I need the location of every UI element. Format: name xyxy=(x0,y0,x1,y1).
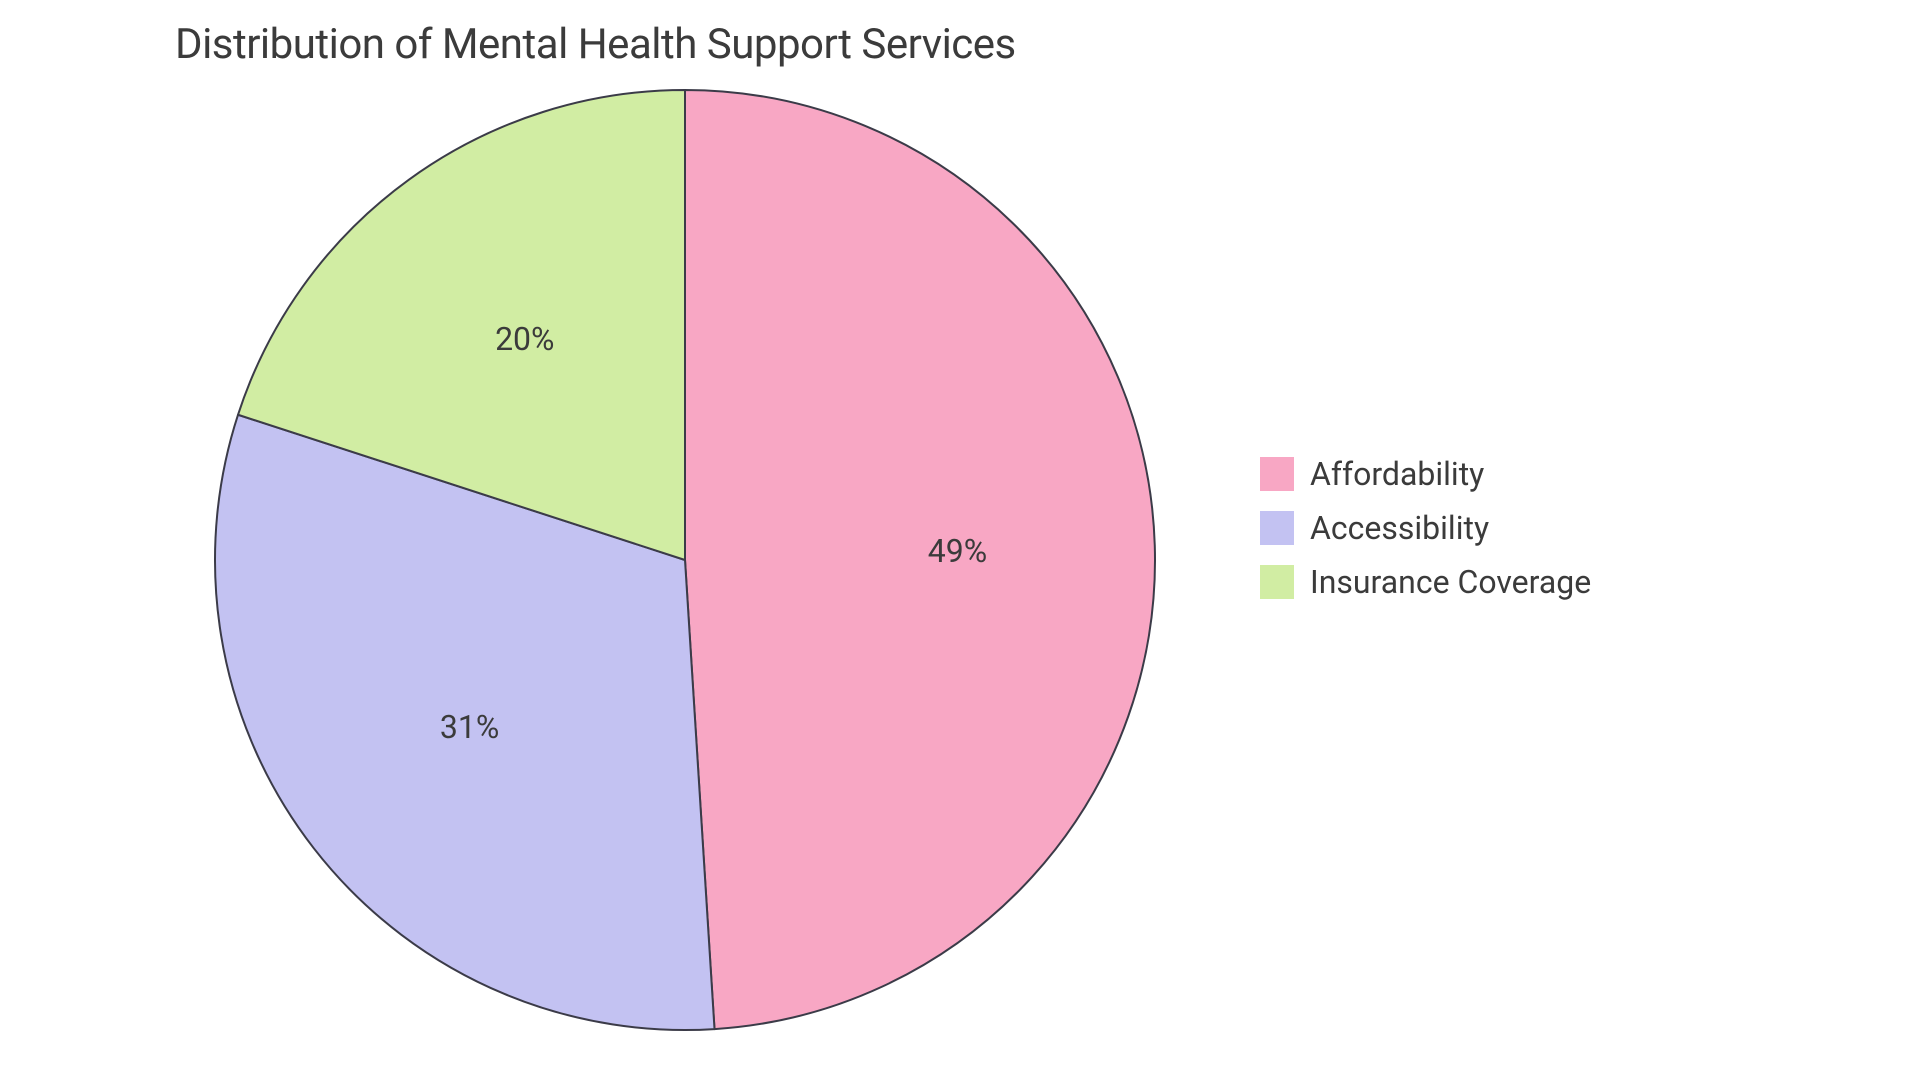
legend-label: Insurance Coverage xyxy=(1310,563,1591,601)
legend-item: Accessibility xyxy=(1260,509,1591,547)
pie-slice xyxy=(685,90,1155,1029)
legend: Affordability Accessibility Insurance Cove… xyxy=(1260,455,1591,601)
legend-label: Affordability xyxy=(1310,455,1484,493)
legend-swatch xyxy=(1260,457,1294,491)
legend-item: Insurance Coverage xyxy=(1260,563,1591,601)
pie-chart: 49%31%20% xyxy=(210,85,1160,1039)
chart-title: Distribution of Mental Health Support Se… xyxy=(175,20,1016,69)
legend-swatch xyxy=(1260,565,1294,599)
legend-label: Accessibility xyxy=(1310,509,1489,547)
legend-item: Affordability xyxy=(1260,455,1591,493)
pie-chart-container: Distribution of Mental Health Support Se… xyxy=(0,0,1920,1080)
legend-swatch xyxy=(1260,511,1294,545)
pie-svg xyxy=(210,85,1160,1035)
